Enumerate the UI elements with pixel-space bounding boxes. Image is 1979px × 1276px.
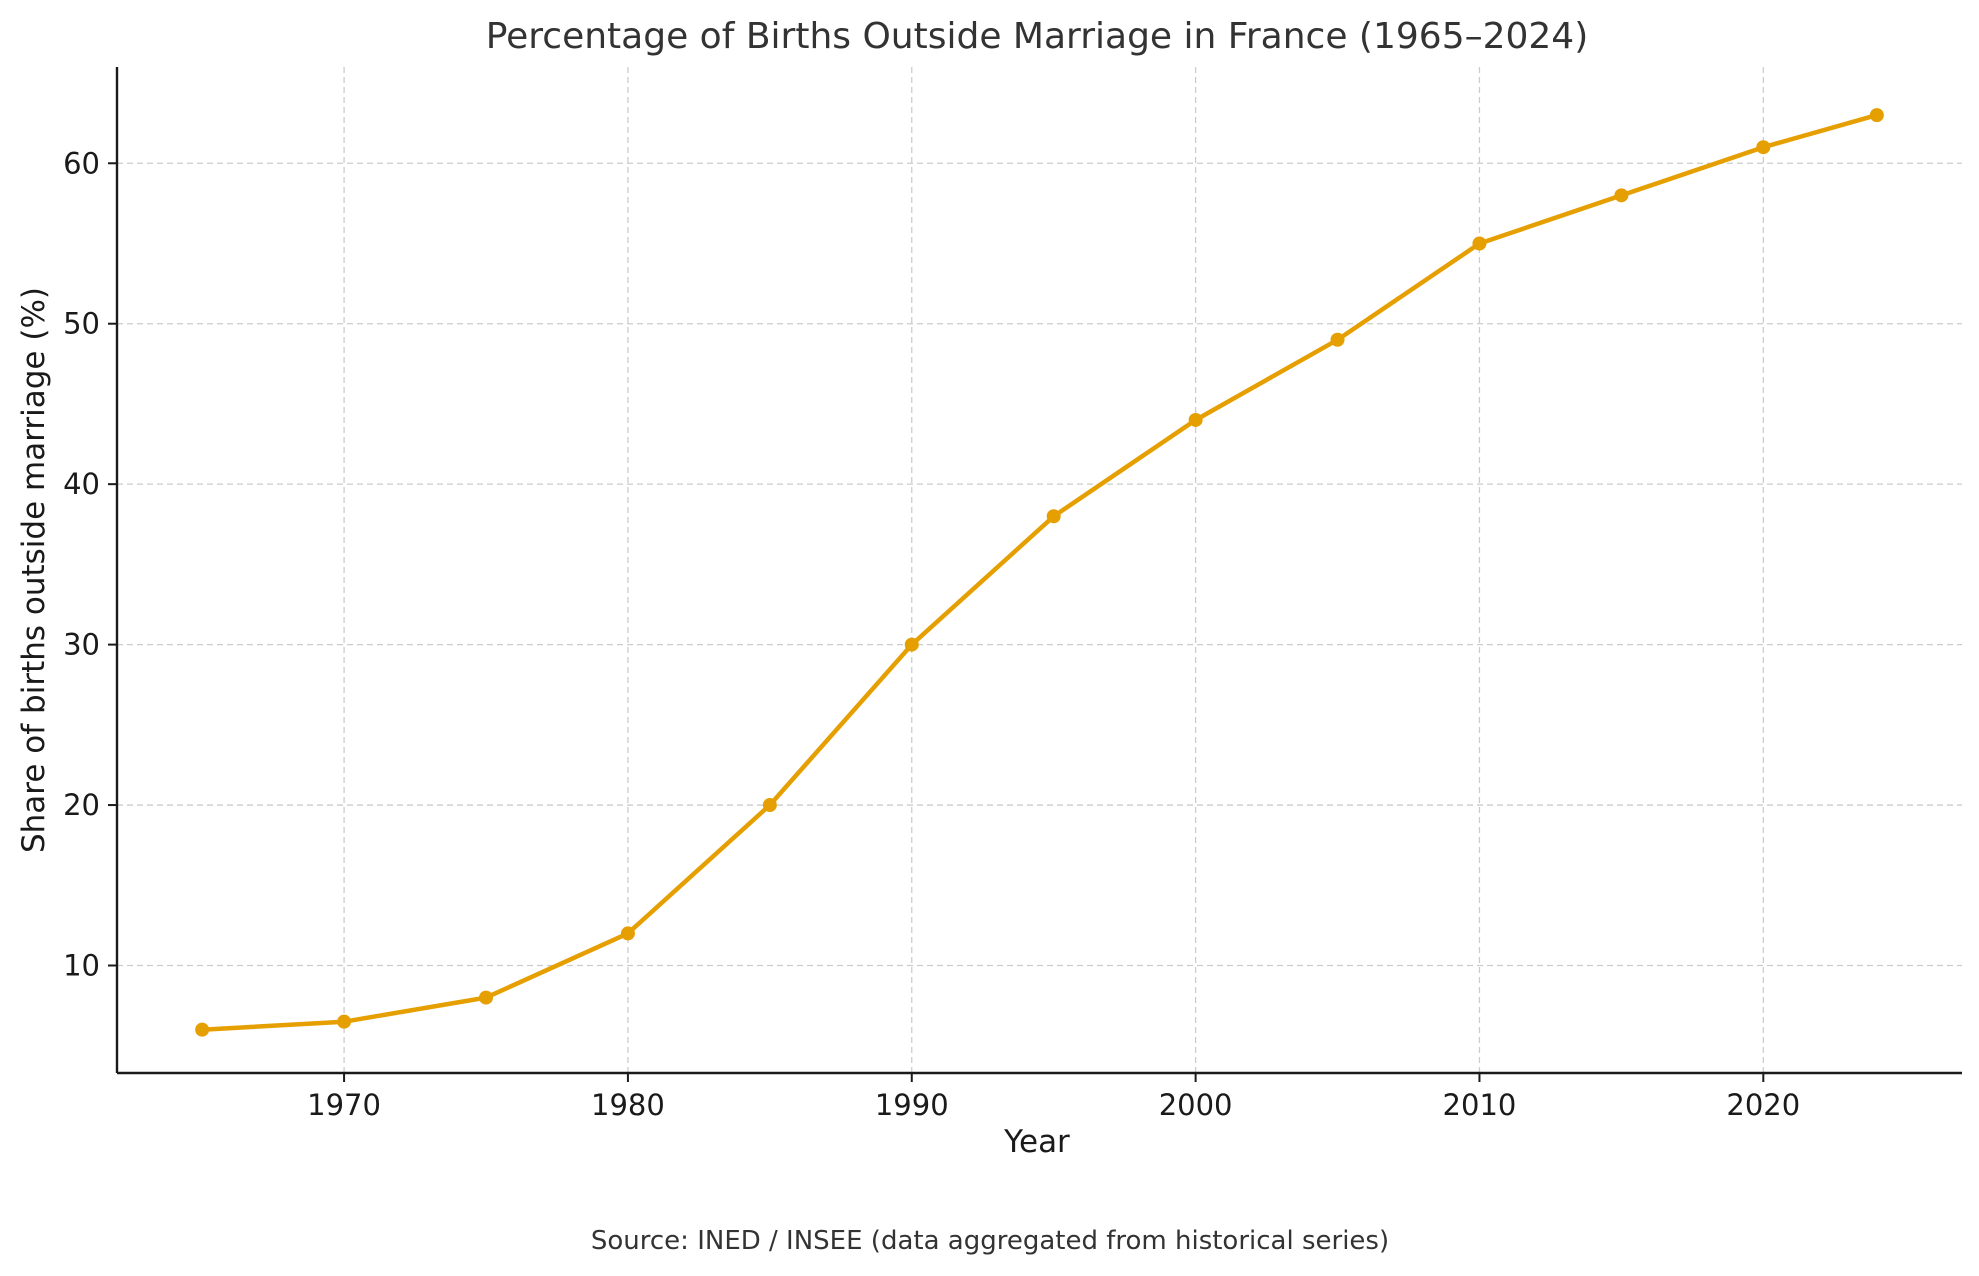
- data-point: [1614, 188, 1629, 203]
- y-tick-label: 40: [63, 467, 100, 501]
- series-line: [199, 112, 1880, 1032]
- y-tick-label: 50: [63, 307, 100, 341]
- x-axis-label: Year: [1003, 1124, 1070, 1160]
- data-point: [1188, 412, 1203, 427]
- data-point: [337, 1014, 352, 1029]
- data-point: [762, 798, 777, 813]
- x-tick-label: 2020: [1726, 1088, 1800, 1122]
- series: [195, 108, 1884, 1037]
- y-tick-label: 10: [63, 949, 100, 983]
- data-point: [1330, 332, 1345, 347]
- ticks: 1970 1980 1990 2000 2010 2020 10 20 30 40 50 60: [63, 146, 1800, 1122]
- chart-title: Percentage of Births Outside Marriage in…: [486, 16, 1589, 57]
- x-tick-label: 1980: [591, 1088, 665, 1122]
- data-point: [1869, 108, 1884, 123]
- source-note: Source: INED / INSEE (data aggregated fr…: [591, 1226, 1389, 1256]
- y-tick-label: 60: [63, 146, 100, 180]
- y-tick-label: 30: [63, 628, 100, 662]
- data-point: [479, 990, 493, 1005]
- data-point: [195, 1022, 210, 1037]
- data-point: [1756, 140, 1771, 155]
- grid: [117, 67, 1962, 1073]
- data-point: [904, 637, 919, 652]
- x-tick-label: 1970: [307, 1088, 381, 1122]
- y-tick-label: 20: [63, 788, 100, 822]
- x-tick-label: 2000: [1159, 1088, 1233, 1122]
- data-point: [620, 926, 635, 941]
- axes: [115, 67, 1962, 1075]
- x-tick-label: 1990: [875, 1088, 949, 1122]
- x-tick-label: 2010: [1443, 1088, 1517, 1122]
- data-point: [1046, 509, 1061, 524]
- data-point: [1472, 236, 1487, 251]
- y-axis-label: Share of births outside marriage (%): [16, 287, 52, 853]
